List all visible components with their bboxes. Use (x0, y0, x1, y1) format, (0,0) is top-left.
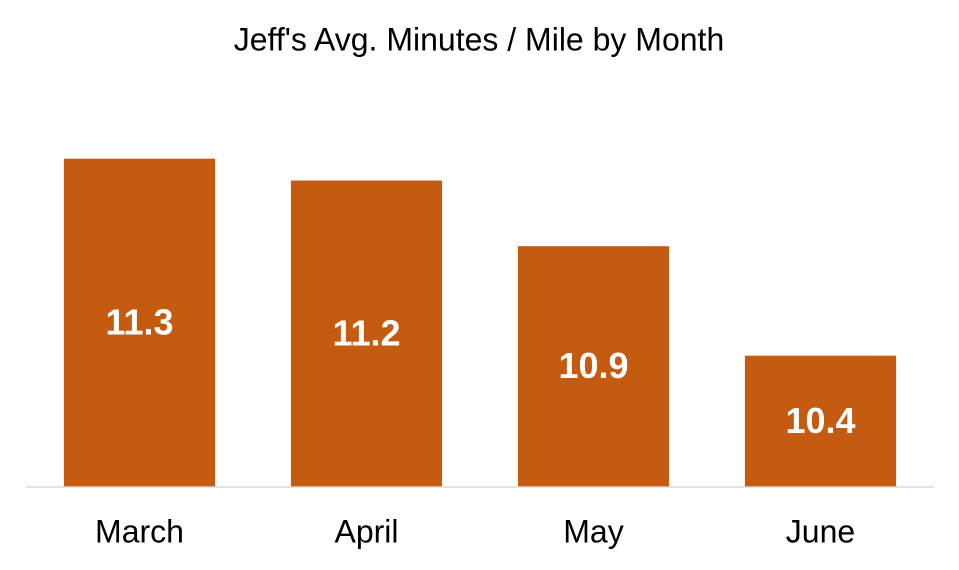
x-tick-label: March (95, 513, 184, 549)
x-tick-label: April (334, 513, 398, 549)
x-tick-label: June (786, 513, 855, 549)
data-label: 10.9 (558, 345, 628, 386)
bar (290, 180, 443, 488)
bar (63, 158, 216, 487)
chart-title: Jeff's Avg. Minutes / Mile by Month (234, 21, 724, 57)
bar (744, 355, 897, 487)
data-label: 11.2 (332, 312, 400, 353)
data-label: 11.3 (105, 301, 173, 342)
x-tick-label: May (563, 513, 623, 549)
bar (517, 246, 670, 487)
data-label: 10.4 (785, 400, 855, 441)
